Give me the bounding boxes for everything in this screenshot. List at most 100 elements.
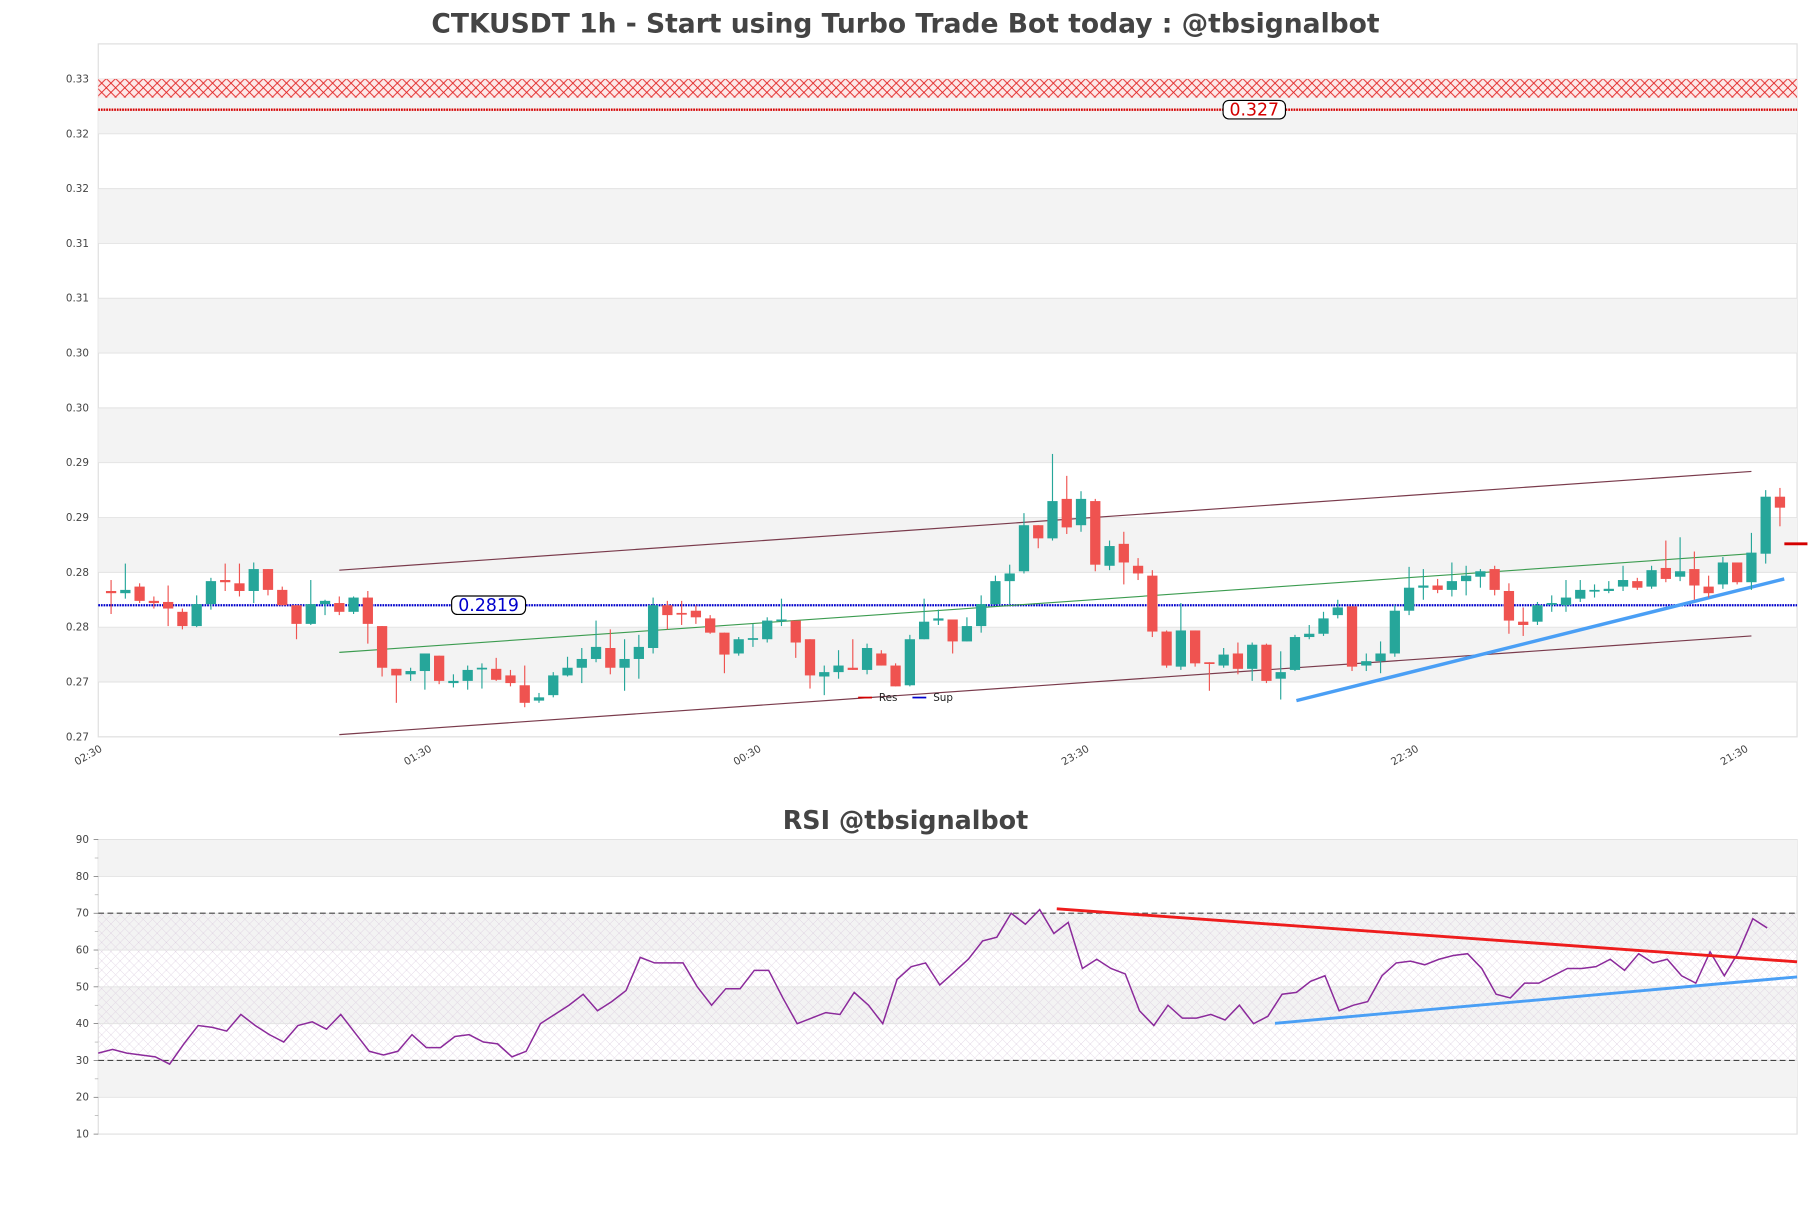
candle-body: [918, 621, 930, 640]
rsi-resistance-trend-line: [1056, 907, 1798, 964]
candle-body: [990, 581, 1001, 605]
candle-body: [1689, 569, 1700, 586]
candle-body: [833, 665, 844, 673]
candle-body: [1446, 581, 1458, 590]
candle: [690, 605, 702, 624]
grid-band: [98, 407, 1798, 463]
candle-body: [1175, 630, 1187, 667]
candle-body: [405, 671, 416, 675]
candle-body: [1589, 589, 1600, 592]
candle: [1603, 581, 1614, 594]
candle-body: [605, 648, 616, 668]
candle-body: [1018, 525, 1030, 572]
candle-body: [1418, 585, 1429, 588]
candle: [1161, 630, 1172, 668]
candle-body: [1232, 653, 1244, 669]
candle-body: [1304, 633, 1315, 638]
support-label: 0.2819: [458, 596, 519, 616]
candle: [519, 665, 530, 708]
candle: [205, 577, 217, 610]
candle: [134, 583, 145, 604]
candle: [391, 668, 402, 703]
candle: [248, 562, 259, 604]
candle-body: [633, 646, 644, 659]
candle: [1646, 565, 1657, 589]
candle-body: [1461, 575, 1472, 582]
candle-body: [1532, 605, 1543, 622]
channel-upper-line: [339, 470, 1752, 571]
candle: [419, 653, 431, 690]
candle: [733, 637, 744, 656]
candle: [1503, 583, 1515, 634]
y-tick-label: 0.27: [66, 676, 89, 688]
candle-body: [1090, 501, 1101, 565]
candle: [1703, 575, 1714, 598]
channel-lower-line: [339, 635, 1752, 736]
candle: [633, 634, 644, 679]
candle-body: [619, 658, 630, 668]
candle: [1532, 601, 1543, 625]
candle: [590, 620, 602, 663]
candle: [505, 669, 516, 687]
y-tick-label: 0.29: [66, 512, 89, 524]
candle-body: [1004, 573, 1015, 582]
candle: [1760, 490, 1771, 564]
candle-body: [904, 639, 915, 686]
candle-body: [933, 618, 944, 621]
candle: [220, 563, 231, 591]
candle: [1432, 578, 1443, 594]
candle: [1389, 605, 1400, 657]
candle-body: [1403, 587, 1415, 611]
candle: [819, 665, 830, 696]
candle: [162, 585, 174, 627]
candle-body: [1746, 552, 1757, 583]
candle-body: [1361, 661, 1372, 666]
candle: [1632, 577, 1643, 590]
candle-body: [576, 658, 587, 668]
y-tick-label: 40: [76, 1018, 89, 1030]
candle: [548, 672, 559, 698]
candle-body: [1760, 496, 1771, 554]
candle: [1304, 624, 1315, 640]
candle: [1717, 557, 1729, 589]
candle: [1147, 570, 1158, 638]
candle-body: [462, 669, 473, 681]
candle: [1674, 537, 1686, 582]
candle-body: [376, 626, 388, 668]
candle: [376, 626, 388, 677]
candle-body: [1660, 567, 1671, 579]
candle-body: [1717, 562, 1729, 585]
candle: [576, 648, 587, 684]
candle-body: [705, 618, 716, 633]
y-tick-label: 0.28: [66, 567, 89, 579]
candle-body: [476, 667, 488, 670]
candle-body: [362, 597, 373, 624]
candle: [1575, 580, 1586, 602]
candle: [1232, 642, 1244, 675]
candle: [1617, 565, 1629, 591]
candle-body: [291, 605, 302, 624]
candle-body: [1075, 498, 1087, 526]
candle: [1289, 634, 1301, 672]
candle-body: [1061, 498, 1072, 528]
candle: [1318, 611, 1329, 636]
candle: [747, 623, 759, 647]
candle: [676, 600, 687, 625]
candle: [1118, 531, 1129, 585]
candle: [847, 639, 858, 670]
candle: [277, 586, 288, 606]
candle-body: [1389, 610, 1400, 654]
candle-body: [1318, 618, 1329, 634]
candle: [976, 595, 987, 633]
candle-body: [334, 603, 345, 612]
candle: [833, 650, 844, 679]
candle-body: [819, 672, 830, 677]
candle: [705, 615, 716, 634]
candle: [961, 617, 973, 642]
candle: [1261, 643, 1272, 684]
candle: [1560, 580, 1572, 612]
resistance-zone: [98, 78, 1798, 98]
y-tick-label: 0.32: [66, 128, 89, 140]
candle: [918, 598, 930, 640]
candle-body: [876, 653, 887, 666]
